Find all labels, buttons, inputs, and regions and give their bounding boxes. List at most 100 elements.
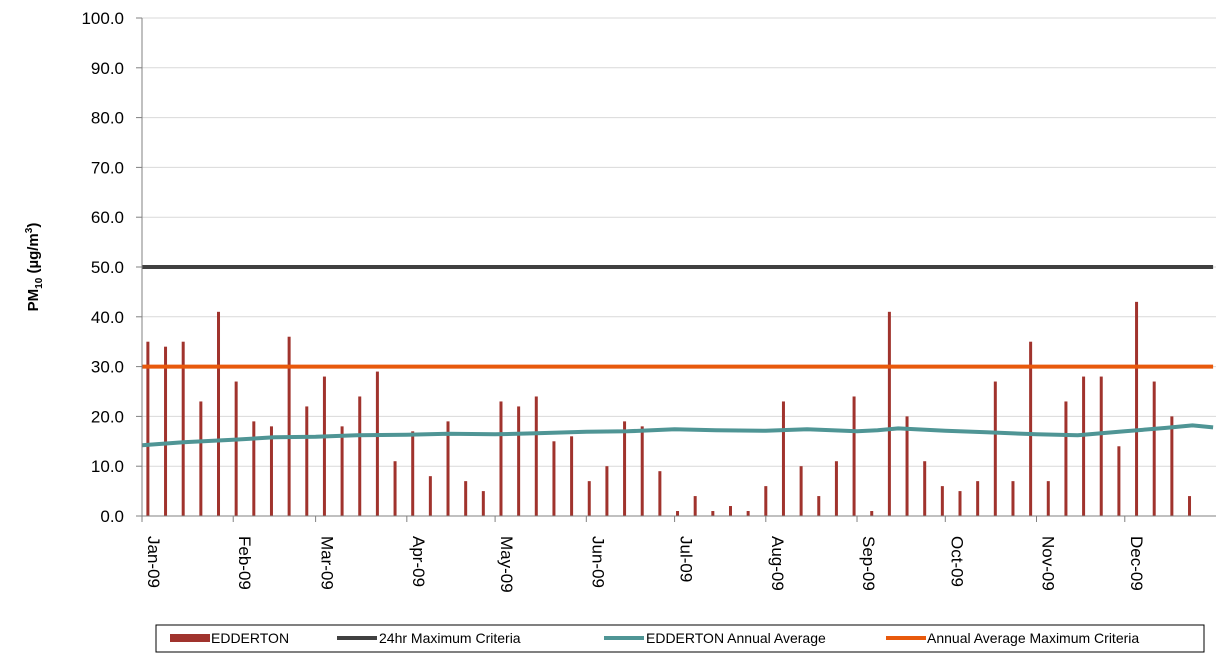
x-tick-label: Apr-09 [409, 536, 428, 587]
bar-edderton [781, 401, 785, 516]
bar-edderton [993, 381, 997, 516]
y-axis-label-subscript: 10 [34, 277, 45, 289]
legend-label-annual-criteria: Annual Average Maximum Criteria [927, 630, 1139, 646]
x-tick-label: Oct-09 [947, 536, 966, 587]
legend-label-24hr-criteria: 24hr Maximum Criteria [379, 630, 521, 646]
bar-edderton [658, 471, 662, 516]
bar-edderton [1188, 496, 1192, 516]
bar-edderton [1064, 401, 1068, 516]
bar-edderton [340, 426, 344, 516]
bar-edderton [676, 511, 680, 516]
bar-edderton [1011, 481, 1015, 516]
bar-edderton [464, 481, 468, 516]
y-axis-label-unit-prefix: (µg/m [25, 233, 42, 277]
y-tick-label: 40.0 [91, 308, 124, 327]
y-tick-label: 30.0 [91, 358, 124, 377]
legend: EDDERTON 24hr Maximum Criteria EDDERTON … [155, 624, 1205, 653]
legend-label-annual-average: EDDERTON Annual Average [646, 630, 826, 646]
bar-edderton [728, 506, 732, 516]
x-tick-label: Mar-09 [318, 536, 337, 590]
bar-edderton [940, 486, 944, 516]
y-axis-label-superscript: 3 [24, 227, 35, 233]
bar-edderton [1082, 376, 1086, 516]
bar-edderton [552, 441, 556, 516]
y-tick-label: 90.0 [91, 59, 124, 78]
bar-edderton [534, 396, 538, 516]
bar-edderton [375, 371, 379, 516]
bar-series-edderton [146, 301, 1192, 516]
y-tick-label: 50.0 [91, 258, 124, 277]
y-axis-tick-labels: 0.0 10.0 20.0 30.0 40.0 50.0 60.0 70.0 80.0 90.0 1… [81, 9, 142, 526]
bar-edderton [711, 511, 715, 516]
bar-edderton [887, 311, 891, 516]
bar-edderton [587, 481, 591, 516]
bar-edderton [181, 341, 185, 516]
x-tick-label: Jul-09 [677, 536, 696, 582]
x-tick-label: Jun-09 [588, 536, 607, 588]
bar-edderton [976, 481, 980, 516]
bar-edderton [411, 431, 415, 516]
y-tick-label: 80.0 [91, 109, 124, 128]
x-axis-tick-labels: Jan-09 Feb-09 Mar-09 Apr-09 May-09 Jun-09 Jul-… [141, 516, 1146, 593]
bar-edderton [905, 416, 909, 516]
bar-edderton [358, 396, 362, 516]
bar-edderton [287, 336, 291, 516]
bar-edderton [322, 376, 326, 516]
x-tick-label: Jan-09 [144, 536, 163, 588]
bar-edderton [217, 311, 221, 516]
bar-edderton [852, 396, 856, 516]
y-axis-label: PM10 (µg/m3) [24, 223, 45, 312]
bar-edderton [623, 421, 627, 516]
x-tick-label: May-09 [497, 536, 516, 593]
bar-edderton [269, 426, 273, 516]
gridlines [142, 17, 1216, 467]
y-tick-label: 60.0 [91, 208, 124, 227]
bar-edderton [693, 496, 697, 516]
bar-edderton [958, 491, 962, 516]
bar-edderton [799, 466, 803, 516]
x-tick-label: Feb-09 [235, 536, 254, 590]
bar-edderton [499, 401, 503, 516]
x-tick-label: Dec-09 [1127, 536, 1146, 591]
bar-edderton [570, 436, 574, 516]
x-tick-label: Aug-09 [768, 536, 787, 591]
bar-edderton [834, 461, 838, 516]
x-tick-label: Nov-09 [1039, 536, 1058, 591]
bar-edderton [1099, 376, 1103, 516]
bar-edderton [393, 461, 397, 516]
legend-label-edderton: EDDERTON [211, 630, 289, 646]
bar-edderton [1117, 446, 1121, 516]
bar-edderton [870, 511, 874, 516]
bar-edderton [746, 511, 750, 516]
y-tick-label: 0.0 [100, 507, 124, 526]
x-tick-label: Sep-09 [859, 536, 878, 591]
bar-edderton [923, 461, 927, 516]
bar-edderton [199, 401, 203, 516]
bar-edderton [305, 406, 309, 516]
y-tick-label: 10.0 [91, 457, 124, 476]
bar-edderton [446, 421, 450, 516]
bar-edderton [1170, 416, 1174, 516]
y-tick-label: 20.0 [91, 407, 124, 426]
bar-edderton [481, 491, 485, 516]
bar-edderton [428, 476, 432, 516]
bar-edderton [164, 346, 168, 516]
bar-edderton [1046, 481, 1050, 516]
y-tick-label: 70.0 [91, 158, 124, 177]
legend-swatch-edderton [170, 634, 210, 642]
bar-edderton [234, 381, 238, 516]
bar-edderton [764, 486, 768, 516]
line-series [141, 265, 1214, 448]
bar-edderton [1135, 301, 1139, 516]
y-tick-label: 100.0 [81, 9, 124, 28]
legend-frame [155, 624, 1205, 653]
line-edderton-annual-average [141, 423, 1214, 448]
y-axis-label-main: PM [25, 289, 42, 312]
bar-edderton [605, 466, 609, 516]
bar-edderton [252, 421, 256, 516]
bar-edderton [1029, 341, 1033, 516]
bar-edderton [817, 496, 821, 516]
y-axis-label-unit-suffix: ) [25, 223, 42, 228]
bar-edderton [517, 406, 521, 516]
